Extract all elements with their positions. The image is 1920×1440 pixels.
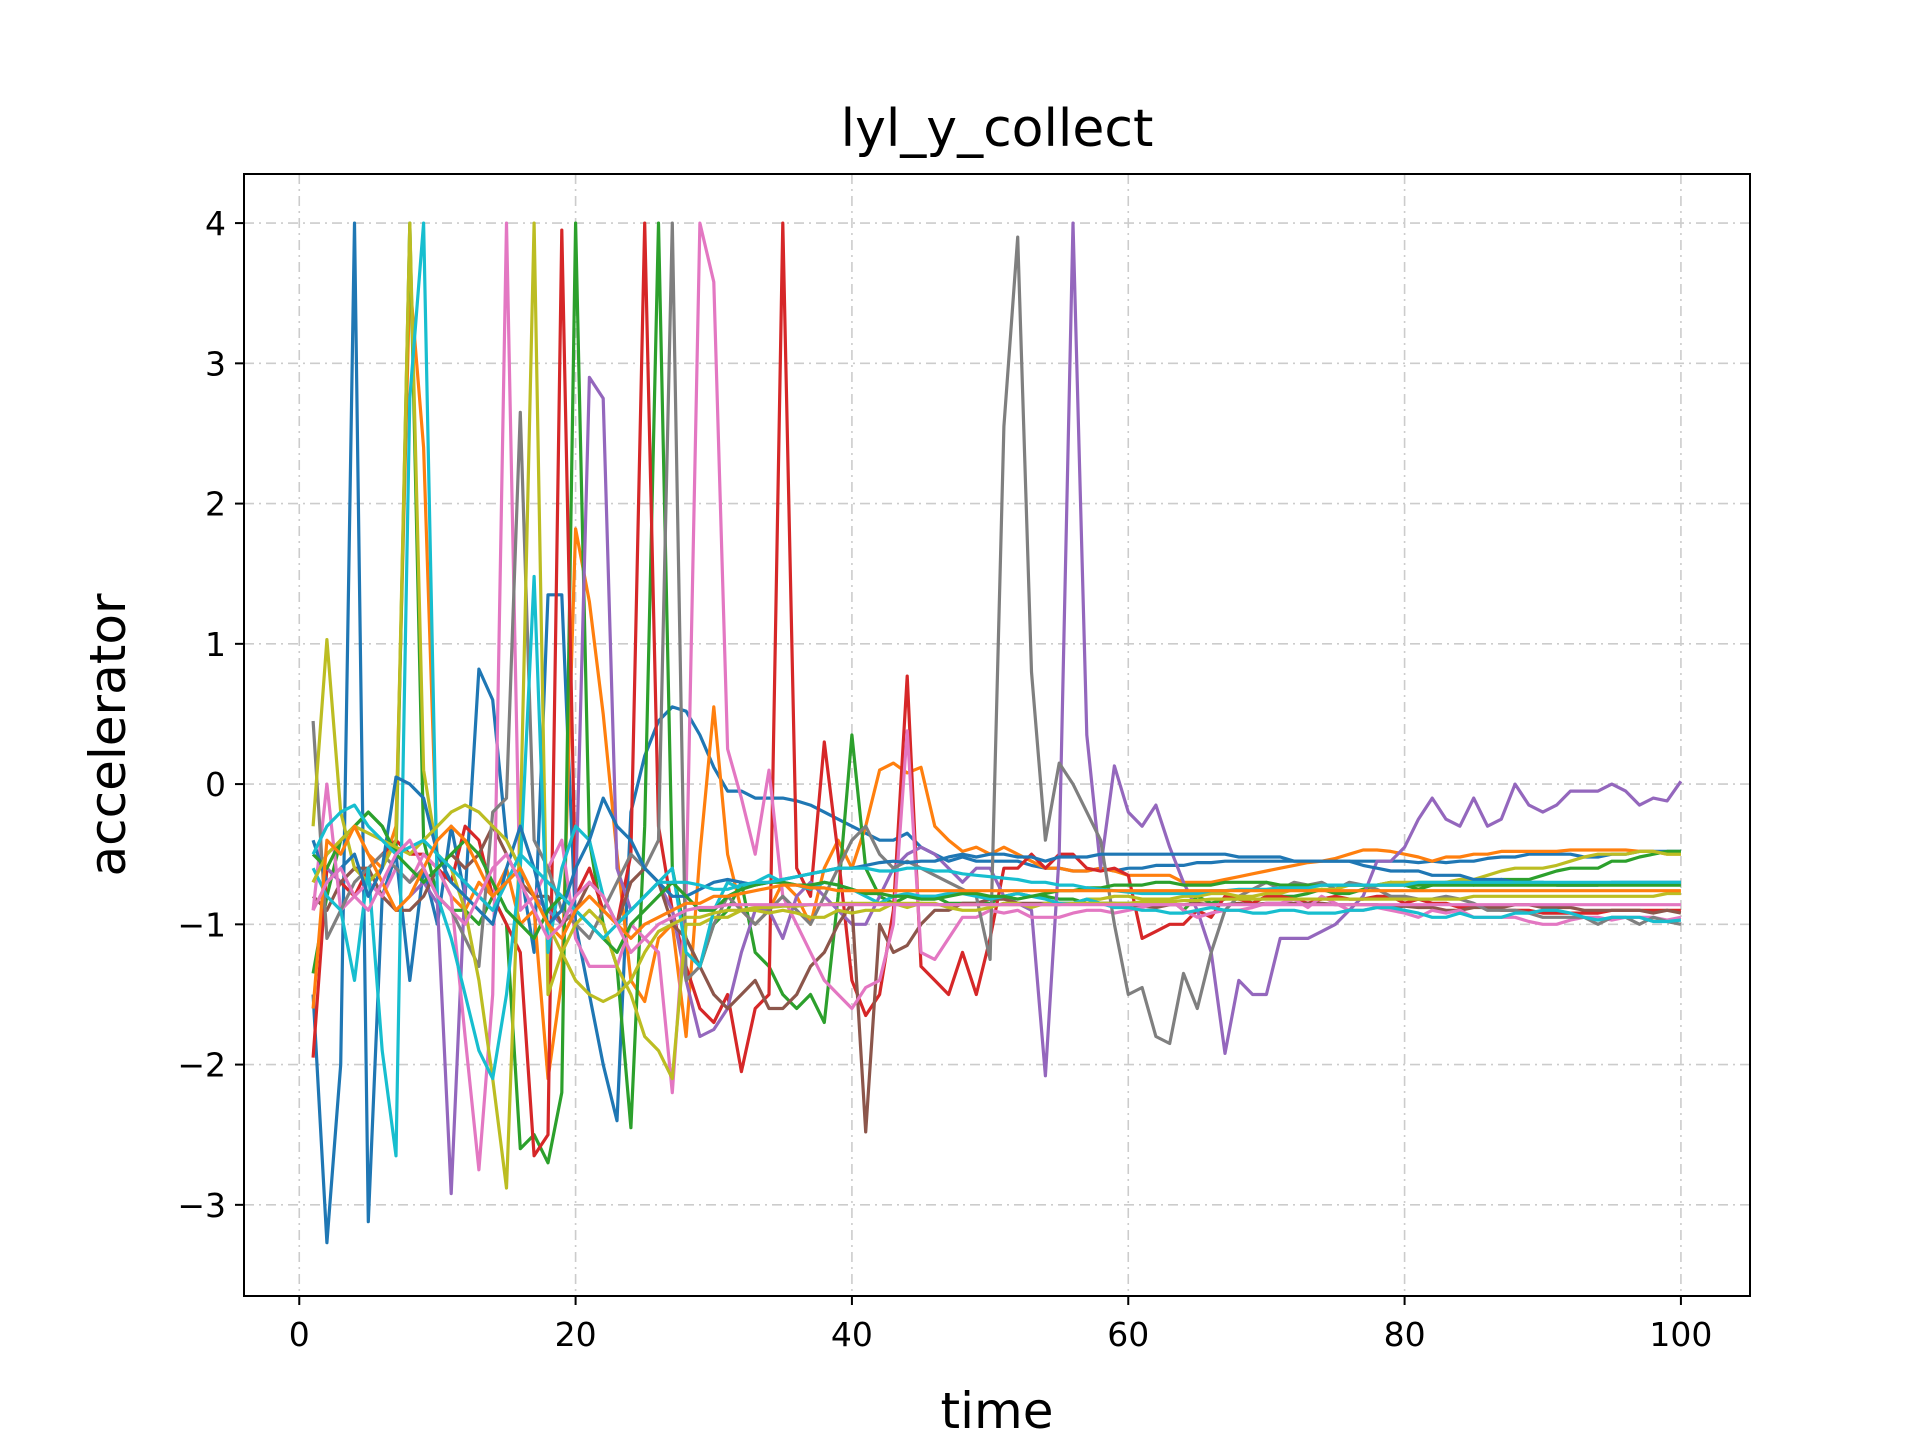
- x-tick-label-1: 20: [555, 1315, 597, 1354]
- y-tick-label-1: −2: [177, 1046, 226, 1085]
- x-tick-label-4: 80: [1384, 1315, 1426, 1354]
- series-line-11: [311, 775, 1681, 926]
- y-tick-label-5: 2: [205, 485, 226, 524]
- series-line-14: [311, 803, 1681, 941]
- x-tick-label-5: 100: [1649, 1315, 1712, 1354]
- y-tick-label-6: 3: [205, 344, 226, 383]
- chart-title: lyl_y_collect: [841, 99, 1154, 159]
- x-tick-label-2: 40: [831, 1315, 873, 1354]
- series-line-7: [311, 221, 1682, 1172]
- y-tick-label-4: 1: [205, 625, 226, 664]
- axis-ticks: 0 20 40 60 80 100 −3 −2 −1 0 1 2 3 4: [177, 204, 1712, 1354]
- series-line-16: [311, 838, 1681, 955]
- series-line-2: [311, 277, 1681, 1081]
- series-lines: [311, 221, 1683, 1245]
- series-line-5: [311, 221, 1683, 1196]
- y-axis-label: accelerator: [79, 593, 137, 876]
- y-tick-label-0: −3: [177, 1186, 226, 1225]
- y-tick-label-2: −1: [177, 905, 226, 944]
- x-axis-label: time: [941, 1382, 1054, 1440]
- x-tick-label-0: 0: [289, 1315, 310, 1354]
- plot-frame: [243, 173, 1751, 1297]
- x-tick-label-3: 60: [1107, 1315, 1149, 1354]
- y-tick-label-3: 0: [205, 765, 226, 804]
- series-line-15: [311, 824, 1681, 1009]
- y-tick-label-7: 4: [205, 204, 226, 243]
